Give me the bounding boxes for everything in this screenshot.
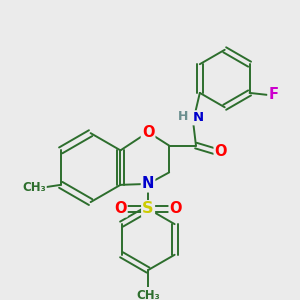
Text: H: H	[178, 110, 189, 123]
Text: O: O	[114, 201, 127, 216]
Text: F: F	[268, 87, 278, 102]
Text: S: S	[142, 201, 154, 216]
Text: O: O	[142, 125, 154, 140]
Text: O: O	[169, 201, 182, 216]
Text: CH₃: CH₃	[22, 181, 46, 194]
Text: CH₃: CH₃	[136, 289, 160, 300]
Text: N: N	[192, 111, 203, 124]
Text: O: O	[214, 144, 227, 159]
Text: N: N	[142, 176, 154, 191]
